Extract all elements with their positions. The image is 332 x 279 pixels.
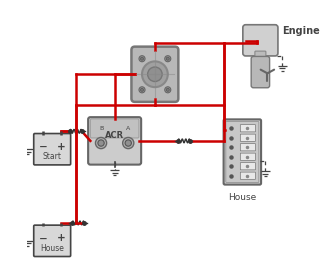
- Circle shape: [125, 140, 131, 146]
- Circle shape: [123, 138, 134, 149]
- Text: A: A: [126, 126, 130, 131]
- FancyBboxPatch shape: [243, 25, 278, 56]
- Circle shape: [166, 57, 169, 60]
- FancyBboxPatch shape: [34, 134, 71, 165]
- Circle shape: [139, 56, 145, 62]
- Circle shape: [165, 87, 171, 93]
- Circle shape: [148, 67, 162, 81]
- Circle shape: [165, 56, 171, 62]
- FancyBboxPatch shape: [251, 56, 270, 88]
- Text: House: House: [228, 193, 256, 202]
- FancyBboxPatch shape: [226, 122, 259, 182]
- Circle shape: [166, 88, 169, 91]
- FancyBboxPatch shape: [240, 163, 255, 170]
- Circle shape: [98, 140, 104, 146]
- FancyBboxPatch shape: [240, 134, 255, 141]
- FancyBboxPatch shape: [240, 125, 255, 132]
- FancyBboxPatch shape: [240, 172, 255, 179]
- Text: Engine: Engine: [282, 26, 319, 35]
- FancyBboxPatch shape: [240, 144, 255, 151]
- FancyBboxPatch shape: [224, 119, 261, 185]
- Circle shape: [140, 57, 143, 60]
- Text: Start: Start: [43, 152, 62, 161]
- Circle shape: [139, 87, 145, 93]
- Circle shape: [140, 88, 143, 91]
- FancyBboxPatch shape: [131, 47, 178, 102]
- Circle shape: [142, 61, 168, 87]
- FancyBboxPatch shape: [88, 117, 141, 165]
- FancyBboxPatch shape: [90, 119, 139, 138]
- Text: +: +: [57, 234, 66, 244]
- Text: −: −: [39, 234, 47, 244]
- Text: House: House: [40, 244, 64, 252]
- Text: −: −: [39, 142, 47, 152]
- FancyBboxPatch shape: [255, 51, 266, 60]
- FancyBboxPatch shape: [34, 225, 71, 256]
- Circle shape: [96, 138, 107, 149]
- Text: B: B: [99, 126, 103, 131]
- Text: ACR: ACR: [105, 131, 124, 140]
- FancyBboxPatch shape: [240, 153, 255, 160]
- Text: +: +: [57, 142, 66, 152]
